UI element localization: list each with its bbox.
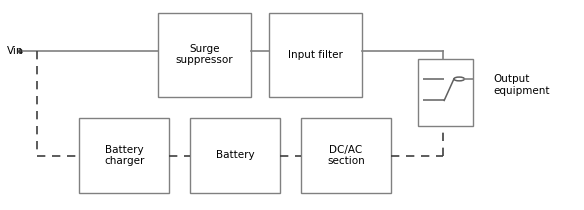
Bar [79,118,169,193]
Text: Battery
charger: Battery charger [104,145,144,166]
Text: Input filter: Input filter [288,50,343,60]
Bar [158,13,251,97]
Bar [190,118,280,193]
Text: Battery: Battery [215,150,255,160]
Text: DC/AC
section: DC/AC section [327,145,365,166]
Text: Output
equipment: Output equipment [493,74,550,96]
Text: Surge
suppressor: Surge suppressor [176,44,233,65]
Bar [269,13,362,97]
Bar [301,118,391,193]
Bar [418,59,473,126]
Text: Vin: Vin [7,46,23,56]
